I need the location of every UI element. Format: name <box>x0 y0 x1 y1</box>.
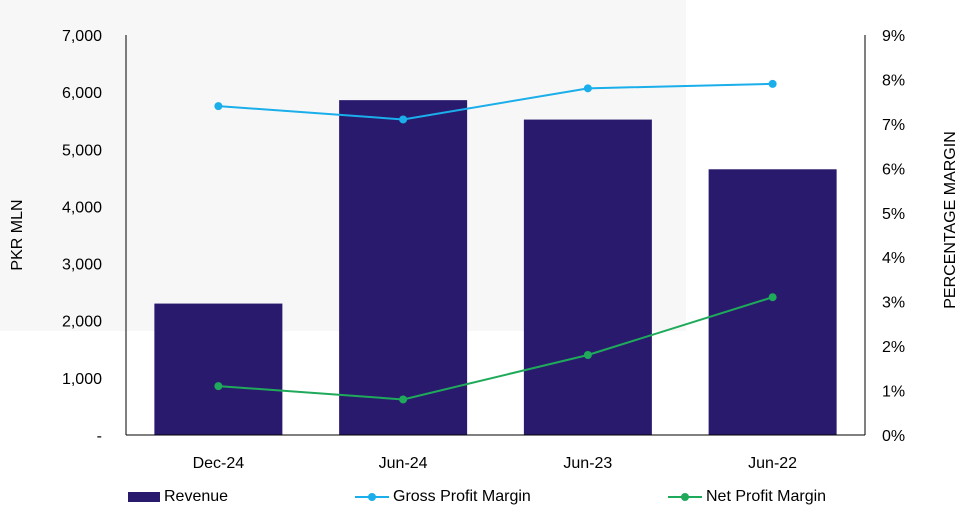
x-tick-label: Jun-24 <box>379 455 428 472</box>
y2-tick-label: 1% <box>882 384 905 401</box>
legend-swatch-gross-profit-margin <box>355 491 389 503</box>
y2-tick-label: 4% <box>882 250 905 267</box>
revenue-bars <box>154 100 837 436</box>
legend: Revenue Gross Profit Margin Net Profit M… <box>0 486 971 510</box>
legend-label-net-profit-margin: Net Profit Margin <box>706 488 827 505</box>
y-tick-label: 1,000 <box>62 371 102 388</box>
x-tick-label: Jun-22 <box>748 455 797 472</box>
gross-profit-margin-point <box>583 84 592 93</box>
x-tick-label: Dec-24 <box>193 455 245 472</box>
gross-profit-margin-point <box>399 115 408 124</box>
y2-tick-label: 5% <box>882 206 905 223</box>
gross-profit-margin-point <box>768 79 777 88</box>
y-tick-label: 3,000 <box>62 257 102 274</box>
revenue-bar <box>339 100 468 436</box>
y2-tick-label: 8% <box>882 72 905 89</box>
right-axis-ticks: 0% 1% 2% 3% 4% 5% 6% 7% 8% 9% <box>882 28 905 445</box>
net-profit-margin-point <box>583 351 592 359</box>
left-axis-ticks: - 1,000 2,000 3,000 4,000 5,000 6,000 7,000 <box>62 28 102 445</box>
legend-item-revenue: Revenue <box>128 486 228 508</box>
revenue-bar <box>154 303 283 435</box>
y-tick-label: 4,000 <box>62 199 102 216</box>
y-tick-label: - <box>97 428 102 445</box>
net-profit-margin-point <box>214 382 223 391</box>
legend-item-net-profit-margin: Net Profit Margin <box>668 486 826 508</box>
y-tick-label: 7,000 <box>62 28 102 45</box>
y2-tick-label: 2% <box>882 339 905 356</box>
revenue-bar <box>708 169 837 436</box>
y-tick-label: 6,000 <box>62 85 102 102</box>
net-profit-margin-line <box>218 296 773 401</box>
legend-swatch-net-profit-margin <box>668 491 702 503</box>
x-tick-label: Jun-23 <box>563 455 612 472</box>
y-axis-title: PKR MLN <box>9 199 26 270</box>
legend-swatch-revenue <box>128 492 160 502</box>
legend-label-gross-profit-margin: Gross Profit Margin <box>393 488 531 505</box>
margin-lines <box>214 79 777 404</box>
y-tick-label: 5,000 <box>62 142 102 159</box>
y2-tick-label: 6% <box>882 161 905 178</box>
y2-tick-label: 3% <box>882 295 905 312</box>
gross-profit-margin-line <box>218 82 773 121</box>
y2-tick-label: 0% <box>882 428 905 445</box>
y2-axis-title: PERCENTAGE MARGIN <box>942 131 959 309</box>
revenue-bar <box>523 119 652 436</box>
gross-profit-margin-point <box>214 102 223 111</box>
y2-tick-label: 7% <box>882 117 905 134</box>
y2-tick-label: 9% <box>882 28 905 45</box>
x-axis-ticks: Dec-24 Jun-24 Jun-23 Jun-22 <box>193 455 798 472</box>
legend-item-gross-profit-margin: Gross Profit Margin <box>355 486 531 508</box>
net-profit-margin-point <box>768 293 777 302</box>
net-profit-margin-point <box>399 395 408 404</box>
legend-label-revenue: Revenue <box>164 488 229 505</box>
y-tick-label: 2,000 <box>62 314 102 331</box>
